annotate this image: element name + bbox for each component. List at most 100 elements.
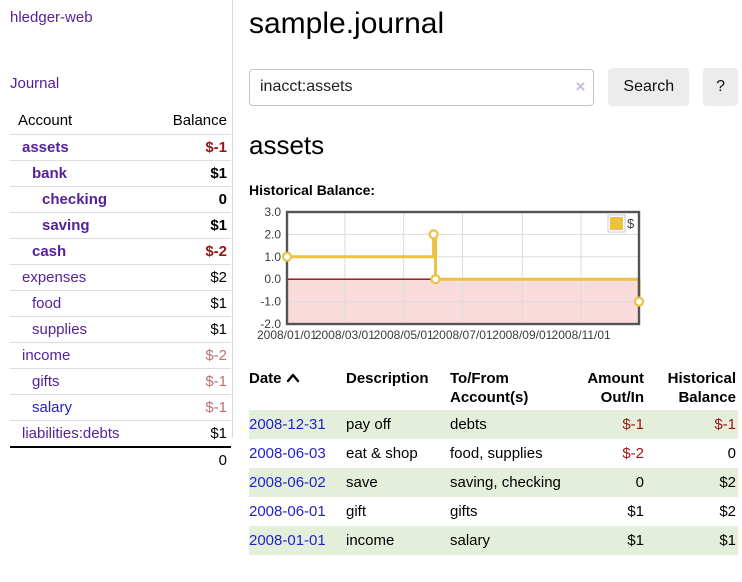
account-link[interactable]: checking	[42, 191, 108, 208]
transaction-description-cell: gift	[346, 497, 450, 526]
transaction-description-cell: save	[346, 468, 450, 497]
search-form: × Search ?	[249, 68, 738, 106]
account-heading: assets	[249, 130, 325, 160]
account-row: gifts $-1	[10, 368, 231, 395]
account-link[interactable]: salary	[32, 399, 73, 416]
accounts-total-value: 0	[154, 446, 231, 473]
search-button[interactable]: Search	[608, 68, 690, 106]
account-link[interactable]: supplies	[32, 321, 88, 338]
date-link[interactable]: 2008-06-01	[249, 503, 326, 520]
account-link[interactable]: cash	[32, 243, 67, 260]
account-link[interactable]: assets	[22, 139, 69, 156]
data-point-marker	[428, 229, 439, 240]
account-link[interactable]: expenses	[22, 269, 87, 286]
transaction-row: 2008-12-31 pay off debts $-1 $-1	[249, 410, 738, 439]
transaction-balance-cell: $1	[646, 526, 738, 555]
account-link[interactable]: bank	[32, 165, 68, 182]
date-link[interactable]: 2008-06-02	[249, 474, 326, 491]
account-row: assets $-1	[10, 134, 231, 161]
column-header-accounts: To/From Account(s)	[450, 370, 529, 406]
account-link[interactable]: saving	[42, 217, 90, 234]
search-input[interactable]	[249, 68, 595, 106]
transaction-description: income	[346, 532, 395, 549]
transaction-balance-cell: $-1	[646, 410, 738, 439]
account-balance: $1	[154, 420, 231, 448]
y-tick-label: 1.0	[264, 250, 281, 264]
app-brand-link[interactable]: hledger-web	[10, 9, 93, 26]
column-header-date[interactable]: Date	[249, 366, 346, 410]
account-link[interactable]: liabilities:debts	[22, 425, 120, 442]
account-cell: saving	[10, 212, 155, 239]
transaction-accounts: saving, checking	[450, 474, 561, 491]
date-link-cell: 2008-06-01	[249, 497, 346, 526]
account-cell: bank	[10, 160, 155, 187]
date-link[interactable]: 2008-06-03	[249, 445, 326, 462]
transaction-amount-cell: $1	[566, 526, 646, 555]
account-row: checking 0	[10, 186, 231, 213]
account-link[interactable]: income	[22, 347, 71, 364]
transaction-amount: $1	[627, 503, 644, 520]
y-tick-label: -1.0	[260, 295, 281, 309]
legend-color-swatch	[610, 217, 623, 230]
transaction-accounts-cell: saving, checking	[450, 468, 566, 497]
transaction-accounts-cell: food, supplies	[450, 439, 566, 468]
transaction-accounts: salary	[450, 532, 491, 549]
account-balance: $1	[154, 160, 231, 187]
clear-search-icon[interactable]: ×	[575, 76, 586, 96]
account-balance: $-1	[154, 134, 231, 161]
x-tick-label: 2008/05/01	[374, 328, 434, 342]
transaction-balance: $2	[719, 474, 736, 491]
search-input-wrap: ×	[249, 68, 595, 106]
main-content: sample.journal × Search ? assets Histori…	[249, 0, 738, 555]
transaction-row: 2008-06-03 eat & shop food, supplies $-2 0	[249, 439, 738, 468]
account-balance: $1	[154, 212, 231, 239]
account-balance: 0	[154, 186, 231, 213]
y-tick-label: 3.0	[264, 205, 281, 219]
transaction-amount-cell: $-2	[566, 439, 646, 468]
y-tick-label: -2.0	[260, 317, 281, 331]
transaction-row: 2008-01-01 income salary $1 $1	[249, 526, 738, 555]
sidebar: hledger-web Journal Account Balance asse…	[10, 0, 231, 473]
transaction-accounts: debts	[450, 416, 487, 433]
account-row: bank $1	[10, 160, 231, 187]
transaction-row: 2008-06-02 save saving, checking 0 $2	[249, 468, 738, 497]
date-link[interactable]: 2008-01-01	[249, 532, 326, 549]
account-balance: $1	[154, 290, 231, 317]
legend-label: $	[627, 216, 635, 231]
account-cell: salary	[10, 394, 155, 421]
date-link-cell: 2008-12-31	[249, 410, 346, 439]
account-balance: $1	[154, 316, 231, 343]
transaction-amount-cell: $-1	[566, 410, 646, 439]
sidebar-item-journal[interactable]: Journal	[10, 75, 60, 92]
transaction-accounts-cell: salary	[450, 526, 566, 555]
transaction-amount: $1	[627, 532, 644, 549]
transaction-accounts-cell: debts	[450, 410, 566, 439]
data-point-marker	[633, 296, 645, 307]
transactions-table: Date Description To/From Account(s) Amou…	[249, 366, 738, 555]
account-link[interactable]: food	[32, 295, 62, 312]
accounts-header-balance: Balance	[154, 108, 231, 135]
date-link[interactable]: 2008-12-31	[249, 416, 326, 433]
accounts-total-spacer	[10, 446, 155, 473]
account-link[interactable]: gifts	[32, 373, 60, 390]
search-help-button[interactable]: ?	[703, 68, 738, 106]
account-cell: food	[10, 290, 155, 317]
account-row: supplies $1	[10, 316, 231, 343]
account-balance: $-1	[154, 368, 231, 395]
transaction-balance-cell: 0	[646, 439, 738, 468]
account-balance: $-2	[154, 238, 231, 265]
plot-border	[285, 210, 641, 326]
transaction-description-cell: income	[346, 526, 450, 555]
y-tick-label: 0.0	[264, 272, 281, 286]
transaction-balance: $-1	[714, 416, 736, 433]
transaction-accounts-cell: gifts	[450, 497, 566, 526]
column-header-description: Description	[346, 370, 429, 387]
account-balance: $-1	[154, 394, 231, 421]
historical-balance-chart: $3.0 2.0 1.0 0.0 -1.0 -2.02008/01/012008/03/0…	[257, 205, 645, 342]
account-cell: checking	[10, 186, 155, 213]
legend-box	[607, 214, 626, 233]
sidebar-divider	[232, 0, 233, 438]
transaction-amount: 0	[635, 474, 644, 491]
account-cell: assets	[10, 134, 155, 161]
transaction-row: 2008-06-01 gift gifts $1 $2	[249, 497, 738, 526]
